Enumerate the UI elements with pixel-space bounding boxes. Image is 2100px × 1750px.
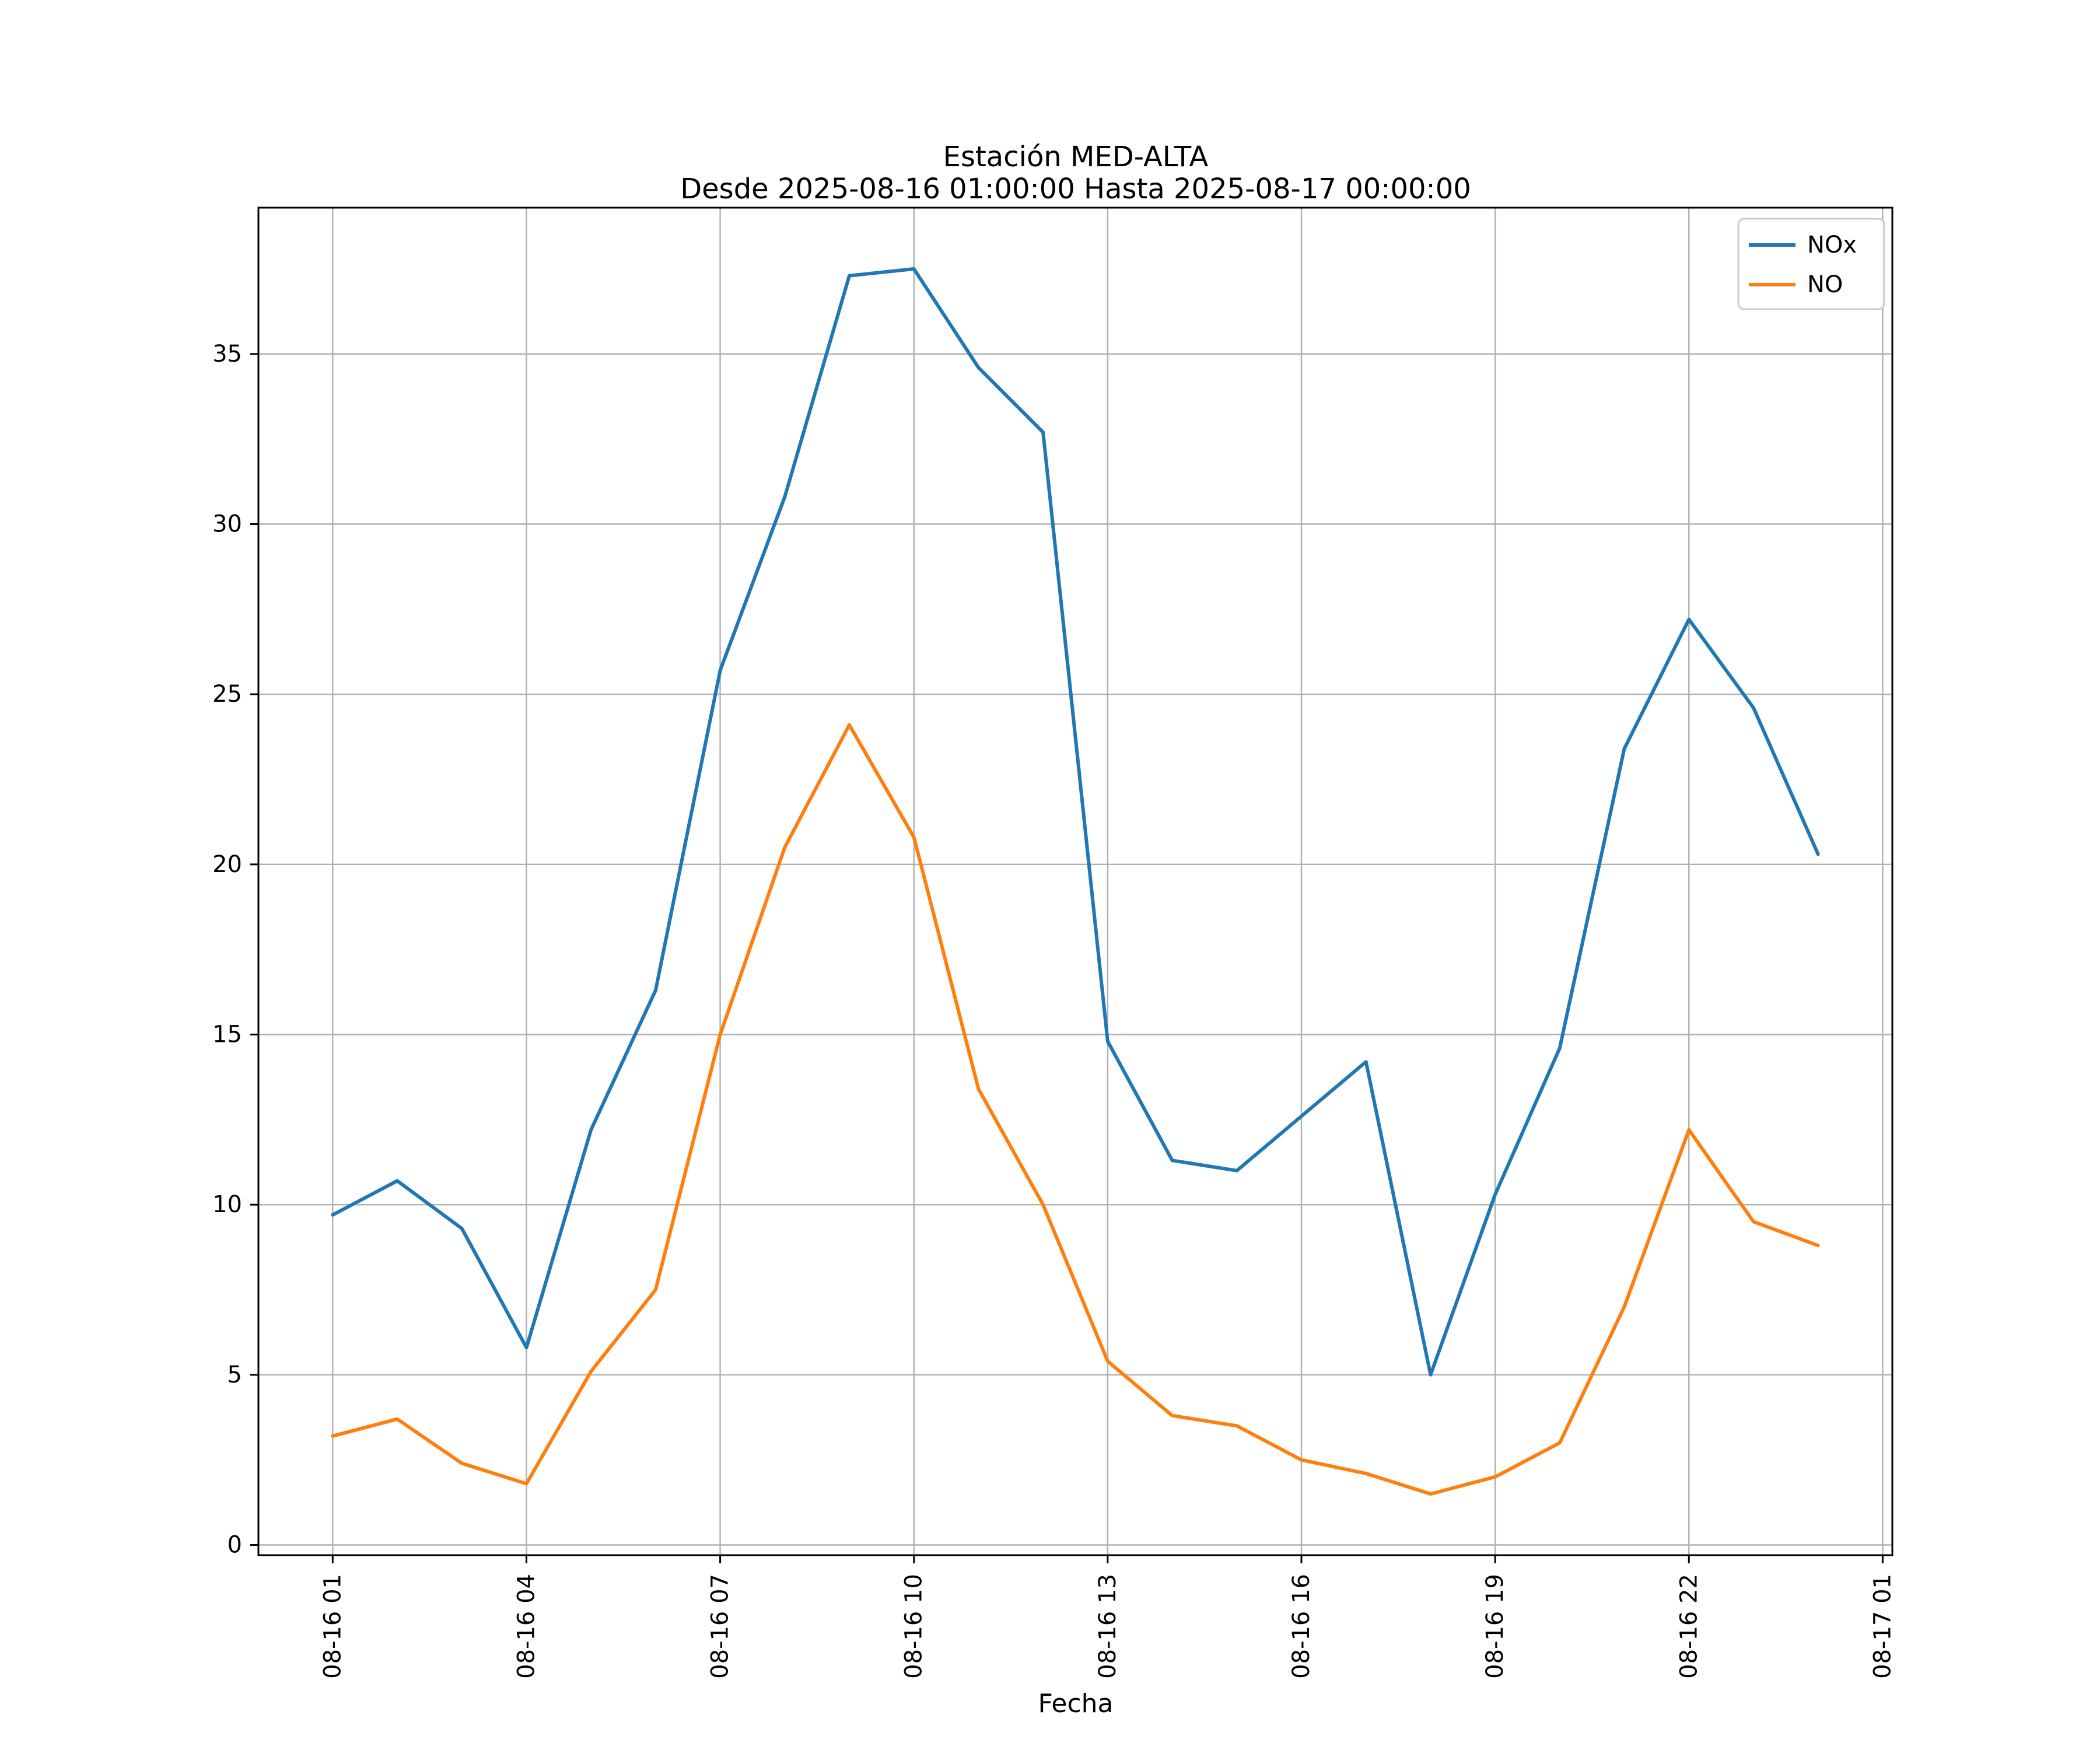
x-tick-label: 08-17 01 <box>1869 1574 1896 1679</box>
y-tick-label: 35 <box>212 341 242 368</box>
y-tick-label: 20 <box>212 851 242 878</box>
x-tick-label: 08-16 19 <box>1482 1574 1508 1679</box>
x-tick-label: 08-16 13 <box>1094 1574 1121 1679</box>
y-tick-label: 5 <box>228 1362 242 1388</box>
chart-title: Estación MED-ALTA <box>943 141 1209 173</box>
plot-border <box>257 206 1894 1556</box>
axis-ticks: 08-16 01 08-16 04 08-16 07 08-16 10 08-16 13… <box>212 341 1896 1679</box>
legend-box <box>1737 218 1885 310</box>
x-axis-label: Fecha <box>1038 1689 1113 1718</box>
series-line-nox <box>331 267 1820 1377</box>
legend-label-nox: NOx <box>1807 232 1857 258</box>
grid-lines <box>258 208 1892 1555</box>
series-line-no <box>331 723 1820 1496</box>
y-tick-label: 10 <box>212 1191 242 1218</box>
x-tick-label: 08-16 01 <box>319 1574 346 1679</box>
x-tick-label: 08-16 22 <box>1675 1574 1702 1679</box>
y-tick-label: 30 <box>212 511 242 538</box>
legend-label-no: NO <box>1807 271 1843 298</box>
x-tick-label: 08-16 07 <box>707 1574 734 1679</box>
chart-subtitle: Desde 2025-08-16 01:00:00 Hasta 2025-08-… <box>680 173 1471 205</box>
series-lines <box>331 267 1820 1496</box>
x-tick-label: 08-16 04 <box>513 1574 540 1679</box>
y-tick-label: 0 <box>228 1532 242 1559</box>
x-tick-label: 08-16 16 <box>1288 1574 1315 1679</box>
legend: NOx NO <box>1737 218 1885 310</box>
y-tick-label: 25 <box>212 681 242 708</box>
x-tick-label: 08-16 10 <box>901 1574 928 1679</box>
y-tick-label: 15 <box>212 1021 242 1048</box>
